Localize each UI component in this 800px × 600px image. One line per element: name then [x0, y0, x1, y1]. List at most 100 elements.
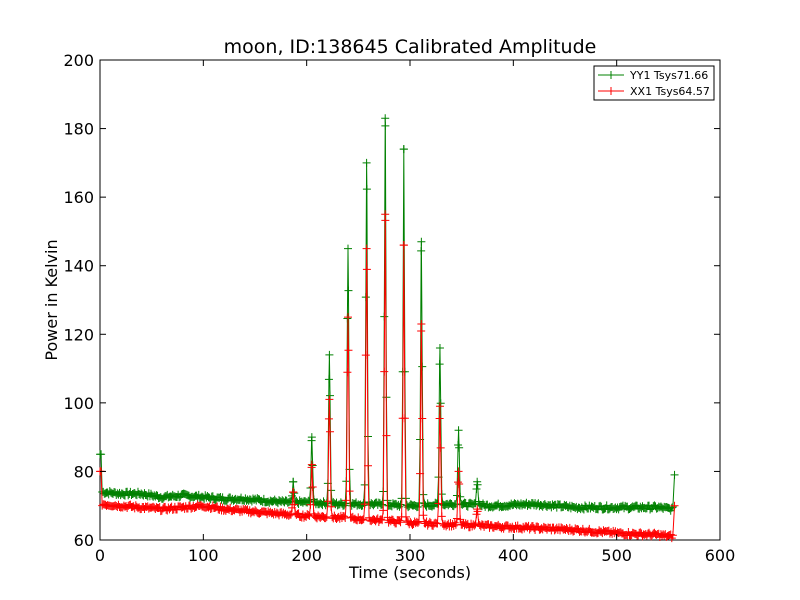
- data-point: [435, 414, 444, 423]
- data-point: [473, 480, 482, 489]
- data-point: [304, 511, 313, 520]
- data-point: [343, 314, 352, 323]
- data-point: [470, 521, 479, 530]
- y-tick-labels: 60 80 100 120 140 160 180 200: [63, 51, 94, 550]
- data-point: [437, 512, 446, 521]
- data-point: [450, 518, 459, 527]
- data-point: [419, 511, 428, 520]
- x-tick-label: 500: [601, 546, 632, 565]
- data-point: [290, 500, 299, 509]
- data-point: [436, 443, 445, 452]
- series-xx1: [96, 210, 679, 543]
- data-point: [359, 499, 368, 508]
- data-point: [381, 121, 390, 130]
- data-point: [308, 483, 317, 492]
- legend: YY1 Tsys71.66 XX1 Tsys64.57: [593, 65, 715, 101]
- data-point: [377, 515, 386, 524]
- data-point: [362, 244, 371, 253]
- data-point: [342, 496, 351, 505]
- legend-marker: [607, 87, 615, 95]
- data-point: [97, 450, 106, 459]
- data-point: [324, 414, 333, 423]
- data-point: [344, 346, 353, 355]
- x-axis-label: Time (seconds): [348, 563, 471, 582]
- data-point: [417, 237, 426, 246]
- series-markers: [96, 210, 679, 543]
- data-point: [399, 241, 408, 250]
- data-point: [416, 469, 425, 478]
- y-tick-label: 100: [63, 394, 94, 413]
- data-point: [602, 501, 611, 510]
- data-point: [323, 497, 332, 506]
- x-tick-label: 400: [498, 546, 529, 565]
- data-point: [417, 246, 426, 255]
- data-point: [326, 427, 335, 436]
- plot-area: [96, 59, 721, 543]
- data-point: [435, 360, 444, 369]
- data-point: [306, 500, 315, 509]
- y-tick-label: 120: [63, 325, 94, 344]
- y-tick-label: 160: [63, 188, 94, 207]
- y-tick-label: 80: [74, 462, 94, 481]
- data-point: [413, 502, 422, 511]
- data-point: [454, 426, 463, 435]
- data-point: [307, 460, 316, 469]
- x-tick-label: 300: [395, 546, 426, 565]
- ticks-layer: [99, 59, 721, 541]
- y-tick-label: 140: [63, 257, 94, 276]
- plot-frame: [99, 59, 721, 541]
- legend-box: [593, 65, 715, 101]
- data-point: [344, 313, 352, 322]
- data-point: [325, 350, 334, 359]
- data-point: [454, 467, 463, 476]
- data-point: [435, 402, 444, 411]
- data-point: [360, 500, 369, 509]
- data-point: [363, 461, 372, 470]
- data-point: [305, 497, 314, 506]
- y-tick-label: 180: [63, 120, 94, 139]
- data-point: [326, 391, 335, 400]
- data-point: [381, 216, 390, 225]
- series-layer: [96, 114, 679, 543]
- x-tick-label: 0: [95, 546, 105, 565]
- data-point: [434, 499, 443, 508]
- y-axis-label: Power in Kelvin: [42, 239, 61, 360]
- data-point: [456, 515, 465, 524]
- x-tick-label: 200: [291, 546, 322, 565]
- data-point: [290, 489, 299, 498]
- data-point: [324, 375, 333, 384]
- data-point: [361, 351, 370, 360]
- data-point: [401, 512, 410, 521]
- data-point: [362, 185, 371, 194]
- data-point: [452, 514, 461, 523]
- data-point: [670, 470, 679, 479]
- data-point: [343, 368, 352, 377]
- y-tick-label: 200: [63, 51, 94, 70]
- data-point: [308, 461, 317, 470]
- data-point: [455, 443, 464, 452]
- data-point: [668, 503, 677, 512]
- data-point: [378, 516, 387, 525]
- data-point: [381, 114, 390, 123]
- data-point: [325, 395, 334, 404]
- series-yy1: [96, 114, 679, 515]
- data-point: [380, 367, 389, 376]
- data-point: [289, 477, 298, 486]
- data-point: [382, 431, 391, 440]
- data-point: [414, 517, 423, 526]
- data-point: [670, 501, 679, 510]
- data-point: [344, 286, 353, 295]
- data-point: [435, 344, 444, 352]
- data-point: [359, 515, 368, 524]
- legend-label: YY1 Tsys71.66: [629, 69, 708, 82]
- data-point: [396, 518, 405, 527]
- y-tick-label: 60: [74, 531, 94, 550]
- x-tick-labels: 0 100 200 300 400 500 600: [95, 546, 735, 565]
- data-point: [362, 158, 371, 167]
- data-point: [340, 512, 349, 521]
- data-point: [340, 501, 349, 510]
- legend-marker: [607, 71, 615, 79]
- data-point: [471, 499, 480, 508]
- data-point: [396, 500, 405, 509]
